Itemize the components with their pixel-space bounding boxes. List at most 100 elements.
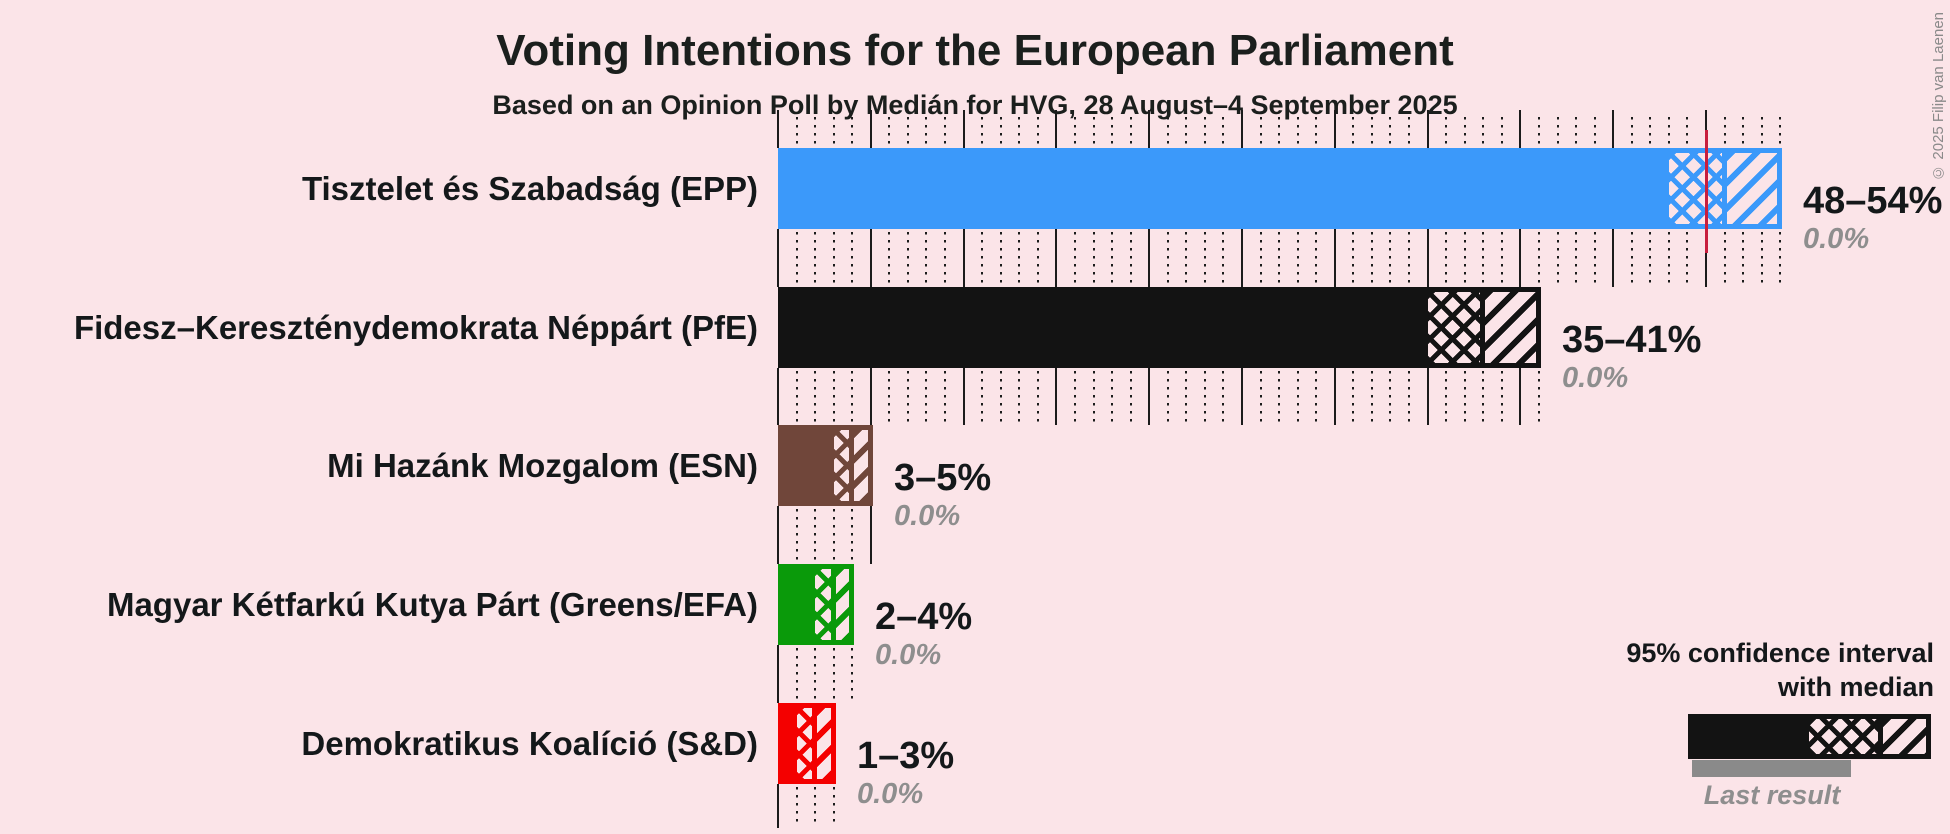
gridline-minor: [1204, 371, 1206, 422]
gridline-minor: [796, 787, 798, 825]
gridline-minor: [814, 371, 816, 422]
gridline-major: [1427, 110, 1429, 148]
gridline-major: [1612, 229, 1614, 287]
ci-upper-half-diagonal: [830, 569, 850, 640]
gridline-minor: [1501, 232, 1503, 284]
gridline-major: [1148, 110, 1150, 148]
gridline-minor: [1222, 117, 1224, 144]
gridline-minor: [1557, 232, 1559, 284]
ci-range-label: 3–5%: [894, 457, 992, 499]
gridline-minor: [1352, 232, 1354, 284]
gridline-major: [1148, 229, 1150, 287]
gridline-minor: [907, 117, 909, 144]
gridline-minor: [814, 648, 816, 700]
gridline-minor: [944, 371, 946, 422]
gridline-minor: [1557, 117, 1559, 144]
gridline-minor: [888, 117, 890, 144]
gridline-major: [1519, 110, 1521, 148]
ci-lower-half-crosshatch: [1668, 153, 1722, 224]
gridline-minor: [1631, 232, 1633, 284]
legend-sample-solid: [1688, 714, 1809, 759]
gridline-minor: [1779, 232, 1781, 284]
ci-upper-half-diagonal: [1878, 719, 1926, 754]
gridline-minor: [1093, 371, 1095, 422]
gridline-minor: [1074, 232, 1076, 284]
gridline-minor: [1742, 117, 1744, 144]
gridline-minor: [1260, 232, 1262, 284]
gridline-minor: [1761, 232, 1763, 284]
gridline-minor: [1686, 117, 1688, 144]
gridline-minor: [1482, 371, 1484, 422]
gridline-major: [1427, 229, 1429, 287]
gridline-minor: [1297, 232, 1299, 284]
party-label: Fidesz–Kereszténydemokrata Néppárt (PfE): [73, 308, 758, 346]
gridline-minor: [1037, 232, 1039, 284]
gridline-minor: [1204, 117, 1206, 144]
value-label-block: 1–3% 0.0%: [857, 735, 954, 811]
gridline-minor: [1371, 371, 1373, 422]
gridline-major: [1055, 368, 1057, 425]
gridline-minor: [1352, 117, 1354, 144]
gridline-minor: [1371, 232, 1373, 284]
gridline-major: [870, 110, 872, 148]
gridline-minor: [944, 117, 946, 144]
gridline-minor: [1037, 117, 1039, 144]
gridline-minor: [814, 232, 816, 284]
gridline-minor: [1408, 371, 1410, 422]
gridline-major: [1519, 368, 1521, 425]
gridline-minor: [1575, 117, 1577, 144]
confidence-interval-hatch: [1668, 148, 1783, 229]
gridline-minor: [1111, 371, 1113, 422]
party-label: Magyar Kétfarkú Kutya Párt (Greens/EFA): [106, 585, 758, 623]
gridline-major: [777, 110, 779, 148]
gridline-minor: [1445, 371, 1447, 422]
gridline-minor: [1389, 371, 1391, 422]
gridline-minor: [1074, 371, 1076, 422]
gridline-minor: [833, 232, 835, 284]
gridline-minor: [1037, 371, 1039, 422]
gridline-minor: [1464, 371, 1466, 422]
gridline-minor: [1130, 371, 1132, 422]
ci-range-label: 48–54%: [1803, 180, 1943, 222]
legend-sample-bar: [1688, 714, 1931, 759]
legend-ci-label: 95% confidence interval with median: [1626, 636, 1934, 704]
gridline-minor: [1408, 232, 1410, 284]
gridline-minor: [1185, 117, 1187, 144]
ci-upper-half-diagonal: [849, 430, 868, 501]
confidence-interval-hatch: [1809, 714, 1931, 759]
gridline-minor: [1167, 117, 1169, 144]
gridline-minor: [1000, 371, 1002, 422]
gridline-minor: [1222, 232, 1224, 284]
gridline-minor: [1445, 232, 1447, 284]
gridline-minor: [981, 232, 983, 284]
party-label: Demokratikus Koalíció (S&D): [301, 724, 758, 762]
gridline-major: [777, 368, 779, 425]
gridline-major: [870, 229, 872, 287]
ci-upper-half-diagonal: [1721, 153, 1778, 224]
gridline-minor: [814, 117, 816, 144]
gridline-minor: [1761, 117, 1763, 144]
gridline-minor: [833, 371, 835, 422]
gridline-minor: [1167, 232, 1169, 284]
gridline-minor: [1093, 117, 1095, 144]
gridline-major: [777, 645, 779, 703]
gridline-major: [963, 110, 965, 148]
ci-lower-half-crosshatch: [815, 569, 831, 640]
gridline-minor: [1315, 117, 1317, 144]
party-label: Mi Hazánk Mozgalom (ESN): [327, 446, 758, 484]
gridline-major: [1519, 229, 1521, 287]
gridline-minor: [1724, 117, 1726, 144]
gridline-minor: [1130, 232, 1132, 284]
gridline-minor: [907, 371, 909, 422]
gridline-minor: [1297, 371, 1299, 422]
gridline-major: [963, 368, 965, 425]
last-result-value: 0.0%: [857, 777, 924, 810]
gridline-major: [1427, 368, 1429, 425]
confidence-interval-hatch: [833, 425, 873, 506]
gridline-minor: [851, 509, 853, 561]
gridline-minor: [907, 232, 909, 284]
legend-last-result-label: Last result: [1703, 780, 1841, 810]
gridline-minor: [1649, 232, 1651, 284]
gridline-major: [777, 784, 779, 828]
gridline-major: [1705, 229, 1707, 287]
